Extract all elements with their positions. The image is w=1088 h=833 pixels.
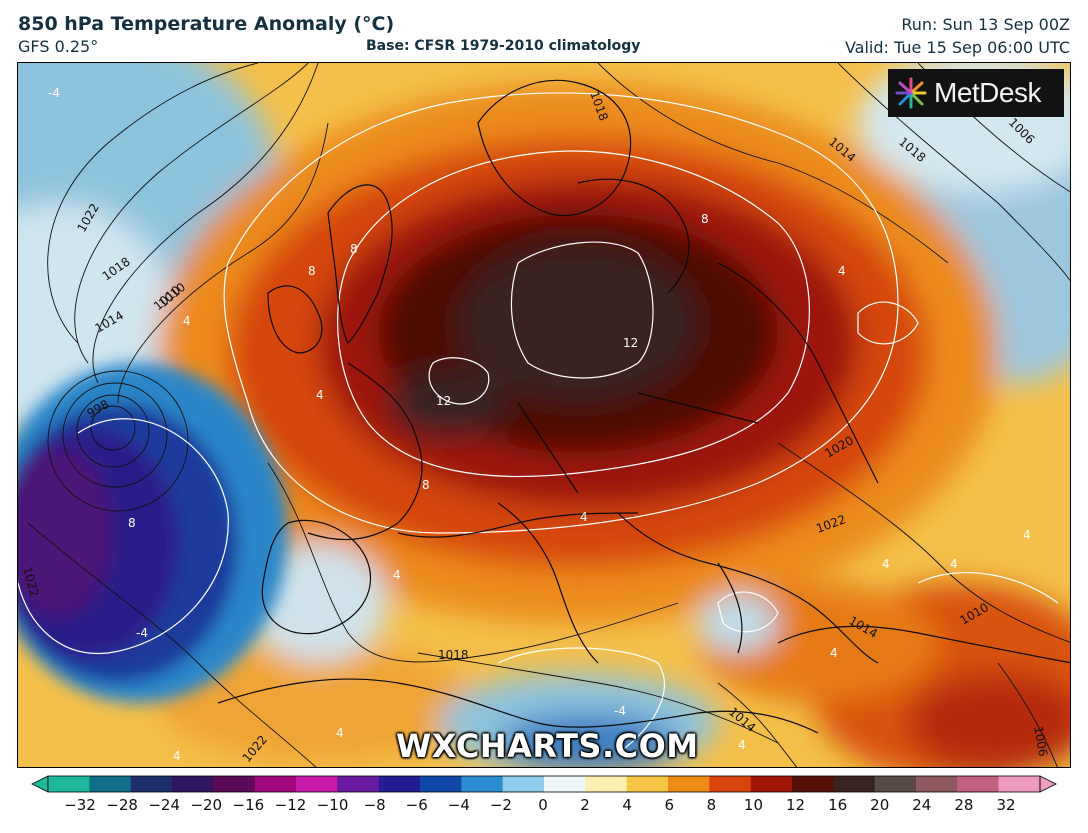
colorbar-tick-label: −16 <box>232 796 265 814</box>
anomaly-label: 4 <box>882 557 890 571</box>
colorbar-tick-label: −6 <box>405 796 428 814</box>
anomaly-label: 4 <box>393 568 401 582</box>
colorbar-segment <box>378 776 421 792</box>
colorbar-segment <box>750 776 793 792</box>
colorbar-tick-label: −32 <box>64 796 96 814</box>
colorbar-segment <box>48 776 90 792</box>
anomaly-label: 4 <box>838 264 846 278</box>
colorbar-tick-label: 8 <box>706 796 717 814</box>
colorbar-tick-label: 0 <box>538 796 548 814</box>
anomaly-label: 8 <box>308 264 316 278</box>
colorbar-segment <box>213 776 256 792</box>
anomaly-label: 12 <box>623 336 638 350</box>
run-time: Run: Sun 13 Sep 00Z <box>901 15 1070 34</box>
colorbar-tick-label: −20 <box>190 796 223 814</box>
anomaly-label: -4 <box>614 704 626 718</box>
color-scale-ticks: −32 −28 −24 −20 −16 −12 −10 −8 −6 −4 −2 0 2 4 6 8 10 12 16… <box>0 796 1088 820</box>
metdesk-logo: MetDesk <box>888 69 1064 117</box>
valid-time: Valid: Tue 15 Sep 06:00 UTC <box>844 38 1070 57</box>
anomaly-label: 12 <box>436 394 451 408</box>
colorbar-outline <box>47 775 1041 793</box>
colorbar-tick-label: −4 <box>447 796 470 814</box>
colorbar-tick-label: −12 <box>274 796 307 814</box>
wxcharts-watermark: WXCHARTS.COM <box>396 727 699 765</box>
logo-text: MetDesk <box>934 77 1041 108</box>
anomaly-map: 1022 1018 1014 1010 998 1022 1018 1014 1… <box>17 62 1071 768</box>
colorbar-tick-label: 16 <box>828 796 848 814</box>
colorbar-segment <box>709 776 752 792</box>
colorbar-segment <box>998 776 1041 792</box>
color-scale-bar <box>31 775 1057 793</box>
anomaly-label: 4 <box>173 749 181 763</box>
anomaly-label: -4 <box>136 626 148 640</box>
colorbar-segment <box>544 776 586 792</box>
colorbar-tick-label: −2 <box>489 796 512 814</box>
anomaly-label: 8 <box>701 212 709 226</box>
chart-title: 850 hPa Temperature Anomaly (°C) <box>18 13 395 35</box>
colorbar-tick-label: 6 <box>664 796 675 814</box>
colorbar-segment <box>254 776 297 792</box>
colorbar-tick-label: −8 <box>363 796 386 814</box>
colorbar-segment <box>420 776 462 792</box>
colorbar-tick-label: 24 <box>912 796 932 814</box>
metdesk-starburst-icon <box>895 77 927 109</box>
colorbar-tick-label: 4 <box>622 796 632 814</box>
colorbar-segment <box>172 776 214 792</box>
anomaly-label: 4 <box>950 557 958 571</box>
colorbar-tick-label: 28 <box>954 796 974 814</box>
colorbar-segment <box>792 776 834 792</box>
colorbar-segment <box>296 776 338 792</box>
climatology-base: Base: CFSR 1979-2010 climatology <box>366 38 641 54</box>
anomaly-label: 4 <box>183 314 191 328</box>
colorbar-segment <box>626 776 669 792</box>
colorbar-tick-label: −28 <box>106 796 138 814</box>
anomaly-label: 8 <box>422 478 430 492</box>
colorbar-tick-label: −24 <box>148 796 180 814</box>
colorbar-segment <box>502 776 545 792</box>
colorbar-tick-label: −10 <box>316 796 349 814</box>
colorbar-segment <box>668 776 710 792</box>
anomaly-label: 4 <box>316 388 324 402</box>
anomaly-label: -4 <box>48 86 60 100</box>
colorbar-segment <box>874 776 917 792</box>
isobar-label: 1018 <box>438 648 469 662</box>
anomaly-label: 4 <box>336 726 344 740</box>
anomaly-label: 8 <box>128 516 136 530</box>
colorbar-segment <box>461 776 504 792</box>
anomaly-label: 4 <box>830 646 838 660</box>
anomaly-label: 4 <box>580 510 588 524</box>
isobar-label: 1006 <box>1031 725 1050 758</box>
colorbar-tick-label: 12 <box>785 796 806 814</box>
anomaly-label: 8 <box>350 242 358 256</box>
colorbar-tick-label: 32 <box>996 796 1016 814</box>
colorbar-segment <box>337 776 380 792</box>
colorbar-tick-label: 20 <box>870 796 890 814</box>
colorbar-segment <box>585 776 628 792</box>
colorbar-max-arrow <box>1039 775 1057 793</box>
colorbar-segment <box>916 776 958 792</box>
colorbar-segment <box>89 776 132 792</box>
model-name: GFS 0.25° <box>18 37 99 56</box>
colorbar-segment <box>833 776 876 792</box>
anomaly-label: 4 <box>738 738 746 752</box>
colorbar-tick-label: 2 <box>580 796 590 814</box>
colorbar-min-arrow <box>31 775 49 793</box>
colorbar-segment <box>130 776 173 792</box>
colorbar-segment <box>957 776 1000 792</box>
anomaly-label: 4 <box>1023 528 1031 542</box>
colorbar-tick-label: 10 <box>743 796 763 814</box>
